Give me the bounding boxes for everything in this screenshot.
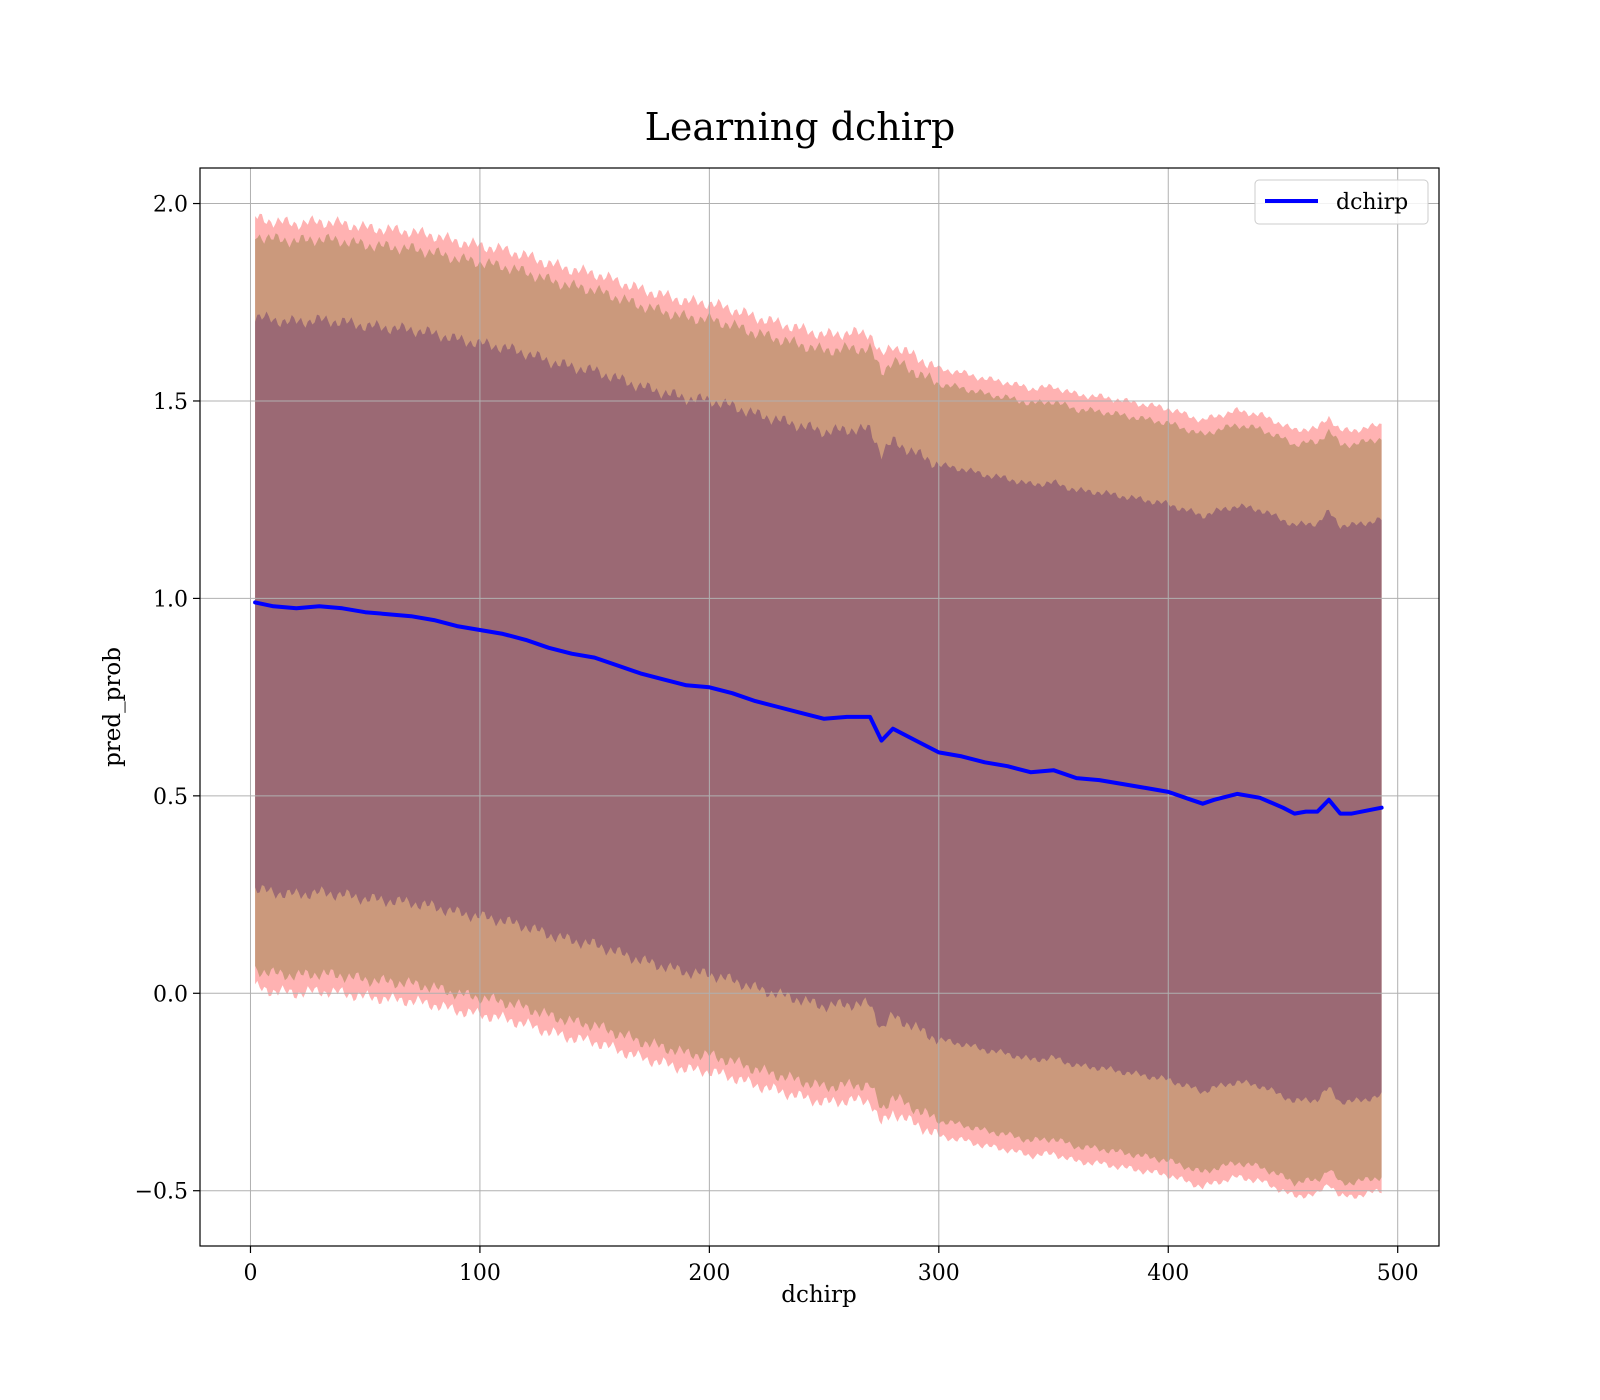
ticks-layer: 0 100 200 300 400 500 −0.5 0.0 0.5 1.0 1.5 2.0: [135, 193, 1419, 1286]
chart-title: Learning dchirp: [645, 105, 956, 149]
x-axis-label: dchirp: [781, 1282, 857, 1308]
x-tick-label-3: 300: [918, 1261, 960, 1286]
bands-layer: [255, 213, 1382, 1199]
line-layer: [253, 600, 1384, 816]
x-tick-label-2: 200: [688, 1261, 730, 1286]
y-tick-label-2: 0.5: [153, 785, 188, 810]
x-tick-label-5: 500: [1377, 1261, 1419, 1286]
legend-label-dchirp: dchirp: [1336, 190, 1408, 215]
y-tick-label-1: 0.0: [153, 982, 188, 1007]
y-axis-label: pred_prob: [100, 647, 126, 767]
legend-box: [1254, 179, 1429, 225]
plot-frame: [199, 167, 1440, 1247]
y-tick-label-0: −0.5: [135, 1180, 188, 1205]
x-tick-label-4: 400: [1147, 1261, 1189, 1286]
legend: dchirp: [1254, 179, 1429, 225]
x-tick-label-0: 0: [243, 1261, 257, 1286]
band-inner: [255, 311, 1382, 1105]
y-tick-label-5: 2.0: [153, 193, 188, 218]
series-line-dchirp: [253, 600, 1384, 816]
y-tick-label-3: 1.0: [153, 587, 188, 612]
x-tick-label-1: 100: [459, 1261, 501, 1286]
y-tick-label-4: 1.5: [153, 390, 188, 415]
